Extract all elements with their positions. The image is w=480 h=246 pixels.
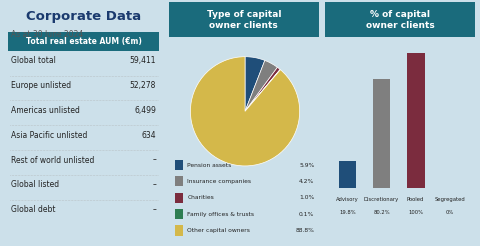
Text: Americas unlisted: Americas unlisted bbox=[11, 106, 80, 115]
Text: Pooled: Pooled bbox=[407, 197, 424, 202]
Text: 59,411: 59,411 bbox=[130, 56, 156, 65]
Text: As at 30 June 2024: As at 30 June 2024 bbox=[11, 30, 84, 39]
Text: Total real estate AUM (€m): Total real estate AUM (€m) bbox=[26, 37, 142, 46]
Text: Global listed: Global listed bbox=[11, 180, 59, 189]
Text: 100%: 100% bbox=[408, 210, 423, 215]
Text: 634: 634 bbox=[142, 131, 156, 140]
Text: –: – bbox=[152, 205, 156, 214]
Bar bbox=[407, 53, 424, 188]
Text: 52,278: 52,278 bbox=[130, 81, 156, 90]
Text: Global total: Global total bbox=[11, 56, 56, 65]
Wedge shape bbox=[245, 57, 265, 111]
Text: Type of capital
owner clients: Type of capital owner clients bbox=[206, 10, 281, 30]
Text: 0%: 0% bbox=[445, 210, 454, 215]
Text: Segregated: Segregated bbox=[434, 197, 465, 202]
Text: Asia Pacific unlisted: Asia Pacific unlisted bbox=[11, 131, 87, 140]
FancyBboxPatch shape bbox=[175, 193, 183, 203]
Text: % of capital
owner clients: % of capital owner clients bbox=[366, 10, 434, 30]
Text: Charities: Charities bbox=[187, 196, 214, 200]
Text: Pension assets: Pension assets bbox=[187, 163, 232, 168]
Text: 80.2%: 80.2% bbox=[373, 210, 390, 215]
Text: 0.1%: 0.1% bbox=[299, 212, 314, 217]
FancyBboxPatch shape bbox=[175, 176, 183, 186]
Text: 5.9%: 5.9% bbox=[299, 163, 314, 168]
Text: Advisory: Advisory bbox=[336, 197, 359, 202]
Text: Other capital owners: Other capital owners bbox=[187, 228, 250, 233]
Text: –: – bbox=[152, 155, 156, 165]
Text: 1.0%: 1.0% bbox=[299, 196, 314, 200]
Text: 88.8%: 88.8% bbox=[296, 228, 314, 233]
Wedge shape bbox=[245, 67, 280, 111]
Wedge shape bbox=[245, 69, 280, 111]
Wedge shape bbox=[191, 57, 300, 166]
Text: Global debt: Global debt bbox=[11, 205, 56, 214]
Text: Insurance companies: Insurance companies bbox=[187, 179, 252, 184]
FancyBboxPatch shape bbox=[325, 2, 475, 37]
Text: 4.2%: 4.2% bbox=[299, 179, 314, 184]
Text: Family offices & trusts: Family offices & trusts bbox=[187, 212, 254, 217]
Text: Rest of world unlisted: Rest of world unlisted bbox=[11, 155, 95, 165]
Text: –: – bbox=[152, 180, 156, 189]
Text: Corporate Data: Corporate Data bbox=[26, 10, 141, 23]
Bar bbox=[339, 161, 357, 188]
Wedge shape bbox=[245, 61, 277, 111]
Text: Europe unlisted: Europe unlisted bbox=[11, 81, 71, 90]
Bar bbox=[373, 79, 390, 188]
FancyBboxPatch shape bbox=[175, 225, 183, 236]
Text: 19.8%: 19.8% bbox=[339, 210, 356, 215]
Text: Discretionary: Discretionary bbox=[364, 197, 399, 202]
FancyBboxPatch shape bbox=[8, 32, 159, 51]
FancyBboxPatch shape bbox=[168, 2, 319, 37]
FancyBboxPatch shape bbox=[175, 209, 183, 219]
FancyBboxPatch shape bbox=[175, 160, 183, 170]
Text: 6,499: 6,499 bbox=[134, 106, 156, 115]
